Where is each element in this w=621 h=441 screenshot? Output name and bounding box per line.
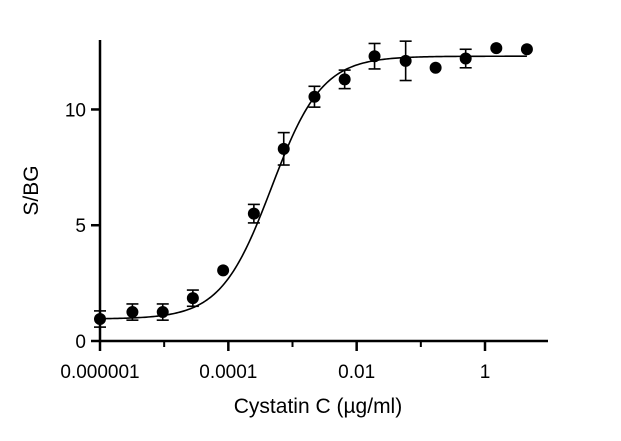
data-point	[94, 313, 106, 326]
data-point	[247, 207, 260, 220]
x-tick-label: 0.01	[338, 362, 375, 383]
data-point	[490, 42, 503, 55]
data-point	[429, 61, 442, 74]
y-tick-label: 5	[75, 216, 86, 237]
data-point	[520, 43, 533, 56]
x-tick-label: 0.000001	[60, 362, 139, 383]
data-points	[94, 42, 533, 326]
data-point	[399, 54, 412, 67]
data-point	[368, 50, 381, 63]
y-ticks: 0 5 10	[65, 100, 100, 353]
x-axis-title: Cystatin C (µg/ml)	[234, 395, 402, 418]
data-point	[126, 306, 139, 319]
data-point	[338, 73, 351, 86]
axes	[98, 40, 548, 343]
error-bars	[94, 40, 472, 328]
x-tick-label: 0.0001	[199, 362, 257, 383]
y-tick-label: 10	[65, 100, 86, 121]
x-tick-label: 1	[480, 362, 491, 383]
x-ticks: 0.000001 0.0001 0.01 1	[60, 341, 490, 383]
data-point	[217, 264, 230, 277]
data-point	[277, 142, 290, 155]
data-point	[186, 292, 199, 305]
data-point	[459, 52, 472, 65]
data-point	[308, 90, 321, 103]
data-point	[156, 306, 169, 319]
y-tick-label: 0	[75, 332, 86, 353]
y-axis-title: S/BG	[20, 165, 43, 215]
